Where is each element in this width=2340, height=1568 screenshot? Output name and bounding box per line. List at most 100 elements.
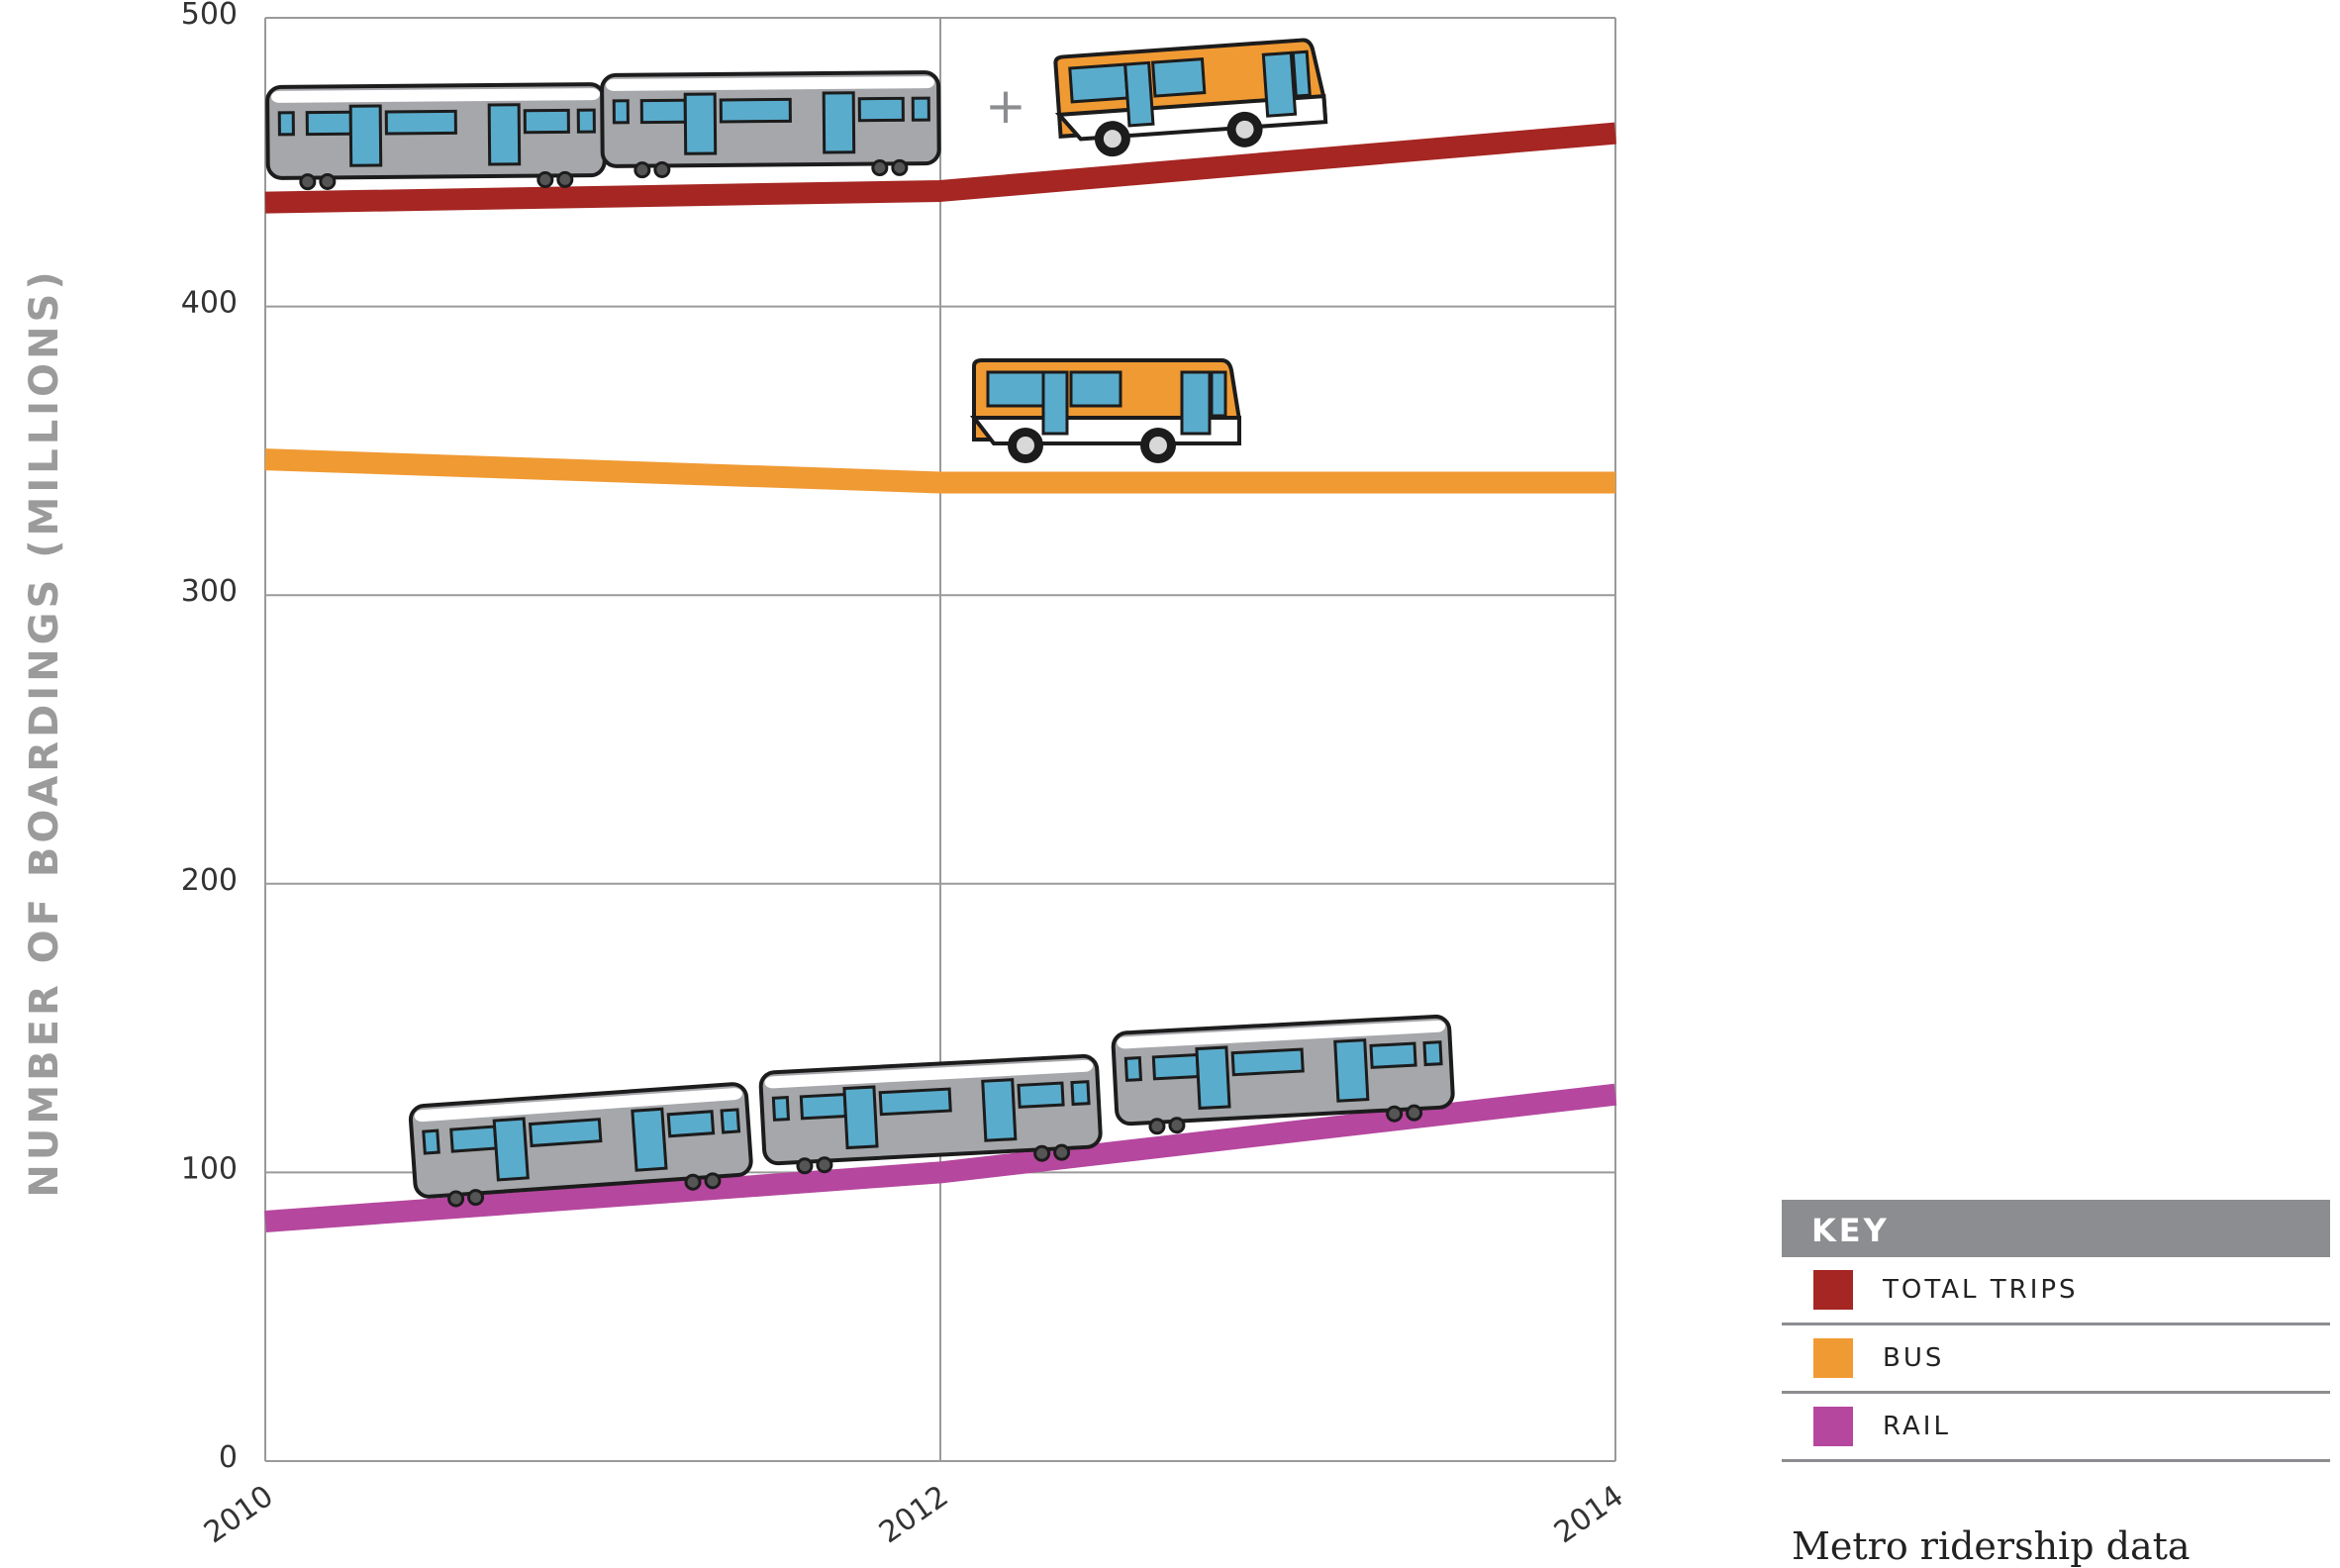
x-tick-label-2010: 2010 — [198, 1479, 280, 1550]
train-icon-rail-1 — [408, 1082, 753, 1208]
train-window-0 — [1123, 1056, 1143, 1082]
y-tick-label-300: 300 — [181, 574, 238, 609]
train-window-3 — [1369, 1041, 1417, 1069]
vehicle-illustrations: + — [265, 38, 1455, 1208]
bus-door-1 — [1261, 50, 1298, 118]
train-wheel-0 — [299, 173, 317, 191]
train-wheel-2 — [1386, 1105, 1404, 1123]
train-wheel-0 — [796, 1157, 814, 1175]
train-wheel-2 — [871, 159, 889, 177]
train-door-0 — [348, 104, 383, 167]
train-wheel-1 — [319, 172, 337, 190]
legend-key: KEY TOTAL TRIPS BUS RAIL — [1782, 1200, 2330, 1462]
y-tick-label-0: 0 — [219, 1440, 238, 1475]
train-window-2 — [384, 109, 457, 136]
series-line-bus — [264, 448, 1615, 494]
train-window-4 — [1422, 1040, 1443, 1067]
bus-hub-0 — [1103, 130, 1121, 148]
train-window-3 — [523, 108, 570, 135]
bus-icon-total — [1053, 38, 1328, 157]
train-door-0 — [492, 1117, 530, 1182]
caption: Metro ridership data — [1792, 1524, 2191, 1568]
train-wheel-1 — [1168, 1117, 1186, 1134]
bus-hub-1 — [1149, 437, 1167, 454]
train-roof — [764, 1059, 1094, 1089]
train-wheel-3 — [891, 158, 909, 176]
y-axis-title: NUMBER OF BOARDINGS (MILLIONS) — [22, 267, 67, 1197]
train-wheel-3 — [1406, 1104, 1423, 1122]
train-door-1 — [981, 1078, 1018, 1142]
train-icon-rail-3 — [1111, 1014, 1455, 1135]
train-window-3 — [666, 1110, 716, 1138]
bus-hub-0 — [1017, 437, 1034, 454]
train-window-0 — [277, 111, 295, 137]
train-window-3 — [1017, 1081, 1065, 1109]
train-icon-rail-2 — [758, 1053, 1103, 1175]
train-window-2 — [1230, 1047, 1305, 1077]
key-row-rail: RAIL — [1782, 1394, 2330, 1462]
train-window-1 — [799, 1092, 847, 1121]
plus-sign: + — [985, 77, 1026, 135]
y-tick-label-400: 400 — [181, 286, 238, 321]
train-window-0 — [422, 1128, 440, 1155]
key-title: KEY — [1782, 1200, 2330, 1257]
train-icon-total-1 — [265, 82, 607, 191]
train-window-2 — [719, 97, 792, 124]
train-roof — [271, 88, 601, 103]
train-wheel-2 — [684, 1173, 702, 1191]
y-tick-label-500: 500 — [181, 0, 238, 32]
train-door-1 — [631, 1107, 668, 1172]
train-wheel-3 — [704, 1172, 722, 1190]
train-wheel-0 — [1148, 1118, 1166, 1135]
train-roof — [1117, 1020, 1446, 1049]
bus-icon-bus-series — [969, 358, 1241, 463]
bus-windshield — [1291, 49, 1312, 98]
key-swatch-rail — [1813, 1407, 1853, 1446]
bus-hub-1 — [1235, 120, 1254, 139]
key-row-bus: BUS — [1782, 1325, 2330, 1394]
train-window-4 — [911, 96, 930, 122]
train-wheel-1 — [467, 1189, 485, 1207]
train-window-1 — [449, 1125, 498, 1153]
train-window-0 — [612, 99, 630, 125]
key-swatch-total-trips — [1813, 1270, 1853, 1310]
train-roof — [606, 76, 935, 91]
key-row-total-trips: TOTAL TRIPS — [1782, 1257, 2330, 1325]
bus-window-0 — [1068, 62, 1129, 104]
y-tick-label-100: 100 — [181, 1151, 238, 1186]
train-wheel-3 — [1053, 1143, 1071, 1161]
train-wheel-2 — [1033, 1144, 1051, 1162]
key-label-total-trips: TOTAL TRIPS — [1883, 1275, 2079, 1305]
train-door-0 — [842, 1085, 879, 1150]
train-roof — [414, 1088, 742, 1123]
tick-labels: 0 100 200 300 400 500 2010 2012 2014 — [181, 0, 1630, 1550]
train-window-0 — [771, 1096, 791, 1122]
train-window-1 — [639, 98, 687, 125]
train-wheel-3 — [556, 170, 574, 188]
train-door-0 — [1195, 1045, 1231, 1111]
bus-window-1 — [1150, 57, 1207, 98]
train-window-4 — [576, 108, 596, 134]
key-swatch-bus — [1813, 1338, 1853, 1378]
train-door-1 — [487, 103, 522, 166]
y-tick-label-200: 200 — [181, 863, 238, 898]
train-wheel-1 — [816, 1156, 833, 1174]
train-icon-total-2 — [600, 70, 941, 179]
train-wheel-1 — [653, 160, 671, 178]
bus-door-0 — [1123, 60, 1155, 128]
train-window-1 — [305, 110, 352, 137]
train-window-4 — [1070, 1080, 1091, 1107]
bus-door-1 — [1180, 370, 1212, 436]
bus-window-1 — [1069, 370, 1122, 408]
key-label-rail: RAIL — [1883, 1412, 1951, 1441]
bus-windshield — [1210, 370, 1227, 418]
train-wheel-0 — [447, 1190, 465, 1208]
key-label-bus: BUS — [1883, 1343, 1945, 1373]
bus-window-0 — [986, 370, 1045, 408]
train-door-1 — [822, 91, 856, 154]
train-wheel-0 — [634, 161, 651, 179]
train-window-4 — [720, 1108, 741, 1134]
train-window-1 — [1151, 1052, 1200, 1081]
train-window-2 — [878, 1087, 952, 1117]
